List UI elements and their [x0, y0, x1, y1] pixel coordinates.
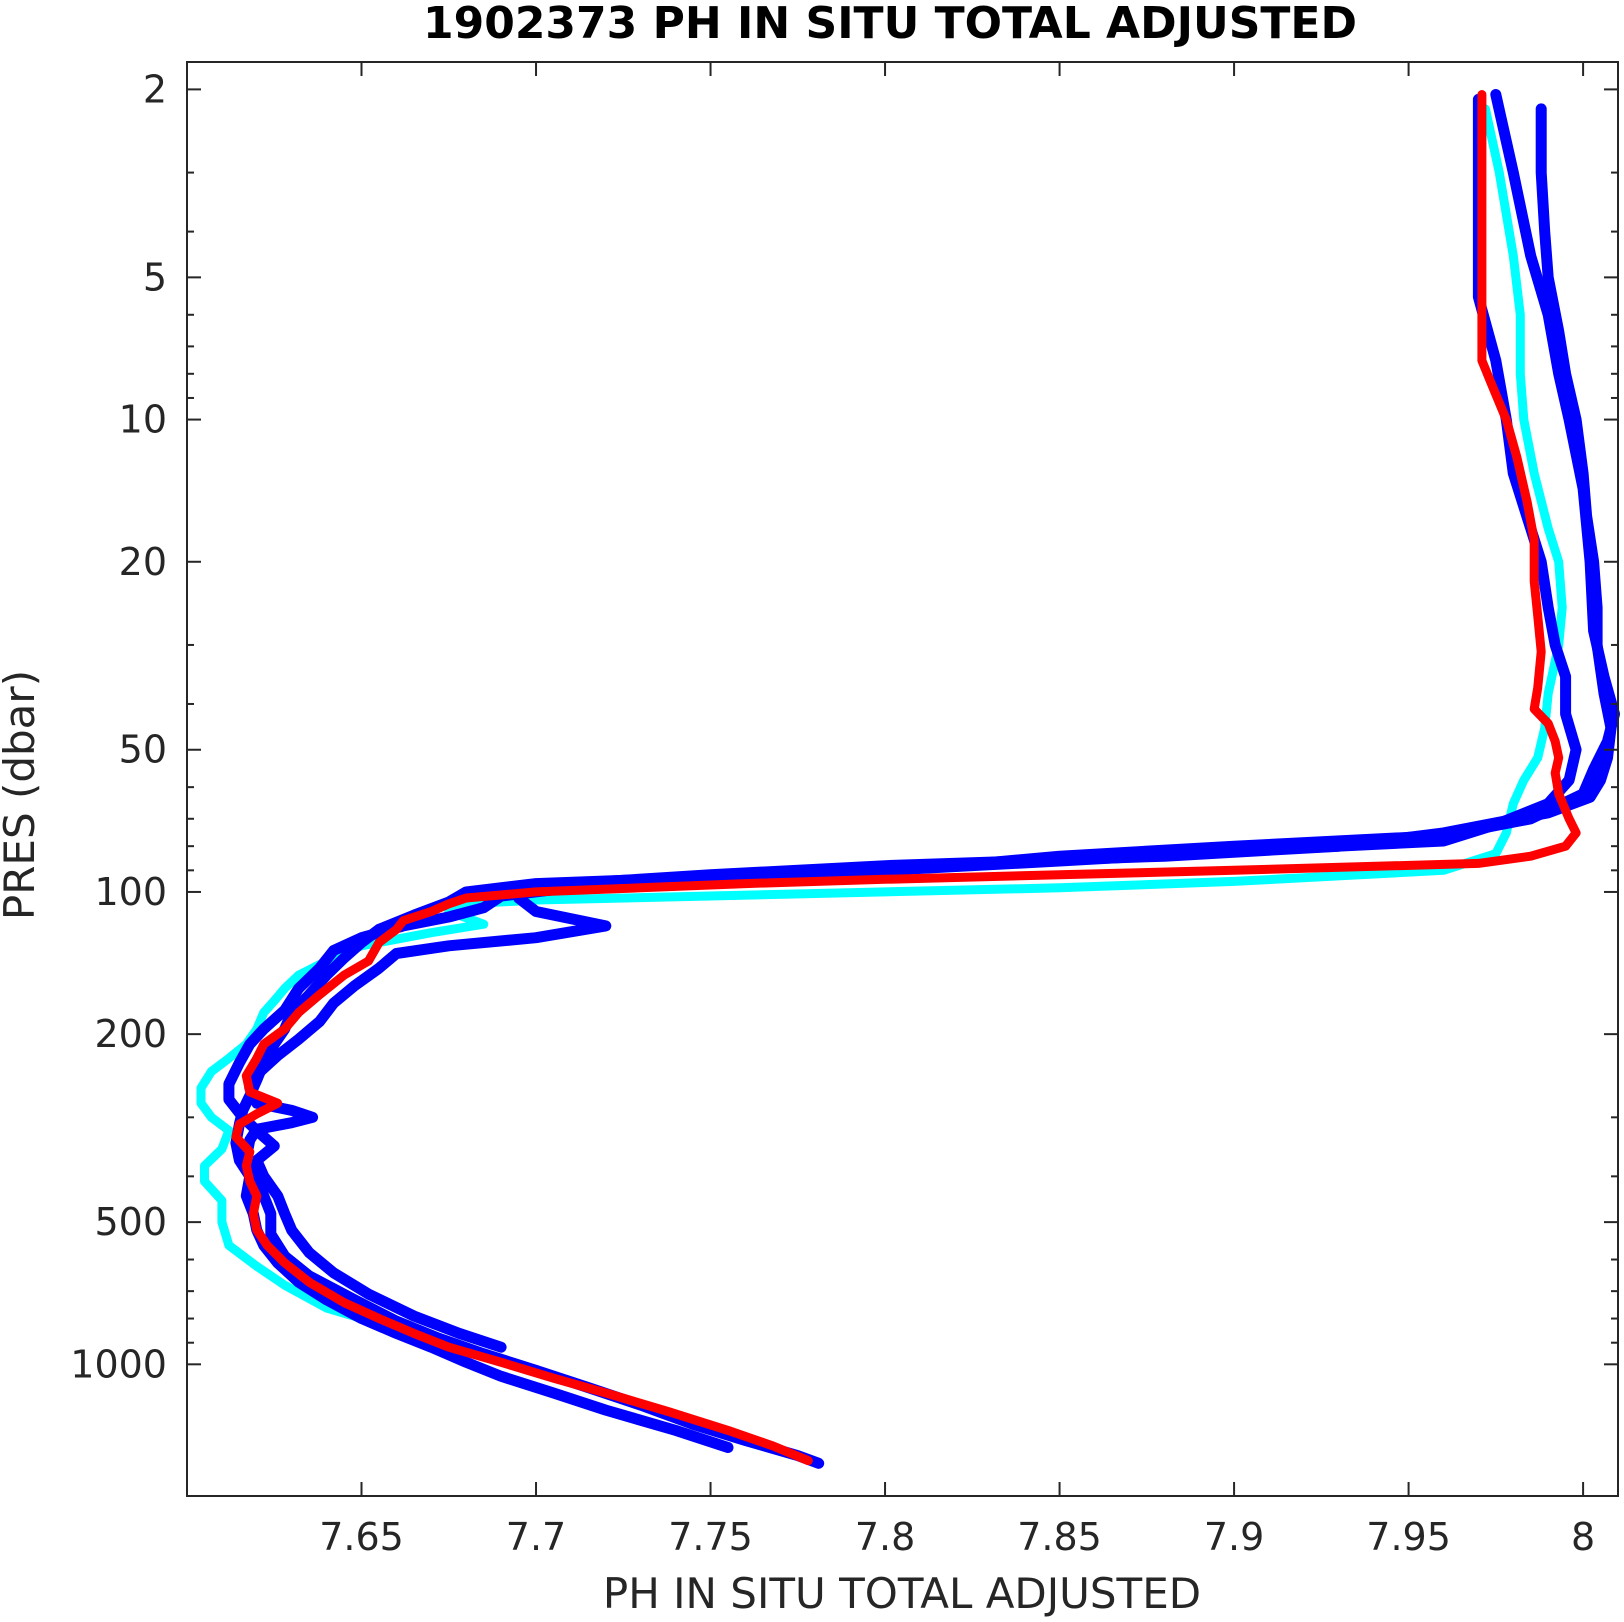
y-tick-label: 2: [143, 67, 167, 111]
series-line-1: [196, 104, 1567, 1338]
series-line-3: [240, 103, 1617, 1469]
x-tick-label: 7.95: [1366, 1515, 1451, 1559]
series-line-4: [223, 89, 1620, 1353]
x-tick-label: 7.8: [855, 1515, 915, 1559]
x-tick-label: 7.9: [1204, 1515, 1264, 1559]
y-tick-label: 10: [119, 398, 167, 442]
y-tick-label: 50: [119, 728, 167, 772]
x-tick-label: 7.65: [319, 1515, 404, 1559]
y-tick-label: 1000: [70, 1342, 167, 1386]
y-tick-label: 20: [119, 540, 167, 584]
y-tick-label: 200: [94, 1012, 167, 1056]
chart-title: 1902373 PH IN SITU TOTAL ADJUSTED: [423, 0, 1357, 49]
x-tick-label: 7.7: [506, 1515, 566, 1559]
plot-frame: [186, 61, 1619, 1497]
x-axis-label: PH IN SITU TOTAL ADJUSTED: [603, 1569, 1201, 1618]
x-tick-label: 7.85: [1017, 1515, 1102, 1559]
y-tick-label: 500: [94, 1200, 167, 1244]
y-tick-label: 100: [94, 870, 167, 914]
x-tick-label: 7.75: [668, 1515, 753, 1559]
series-line-5: [231, 90, 1581, 1466]
y-tick-label: 5: [143, 255, 167, 299]
series-layer: [196, 89, 1620, 1469]
tick-layer: 7.65 7.7 7.75 7.8 7.85 7.9 7.95 8 2 5 10 20 50 100 200…: [70, 62, 1618, 1559]
y-axis-label: PRES (dbar): [0, 670, 44, 920]
x-tick-label: 8: [1571, 1515, 1595, 1559]
series-line-2: [230, 93, 1582, 1453]
